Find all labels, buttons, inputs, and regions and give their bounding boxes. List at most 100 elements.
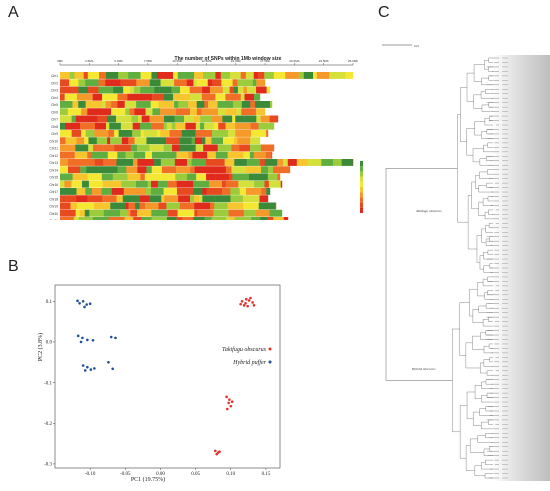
snp-density-cell: [137, 166, 146, 173]
snp-density-cell: [78, 79, 85, 86]
snp-density-cell: [104, 210, 120, 217]
snp-density-cell: [117, 195, 123, 202]
snp-density-cell: [126, 152, 134, 159]
snp-density-cell: [235, 123, 251, 130]
snp-density-cell: [132, 116, 139, 123]
snp-density-cell: [277, 174, 280, 181]
snp-density-cell: [116, 116, 132, 123]
snp-density-cell: [202, 188, 207, 195]
y-tick-label: -0.1: [44, 381, 52, 386]
snp-density-cell: [246, 72, 254, 79]
snp-density-cell: [233, 203, 244, 210]
chromosome-label: Chr12: [49, 154, 58, 158]
heatmap-tick-label: 20.0Mb: [289, 59, 299, 63]
snp-density-cell: [140, 123, 152, 130]
snp-density-cell: [204, 101, 208, 108]
snp-density-cell: [177, 217, 183, 220]
snp-density-cell: [60, 166, 68, 173]
snp-density-cell: [202, 137, 205, 144]
pca-point: [214, 450, 217, 453]
pca-point: [86, 366, 89, 369]
snp-density-cell: [143, 188, 147, 195]
snp-density-cell: [212, 130, 228, 137]
snp-density-cell: [170, 130, 173, 137]
snp-density-cell: [225, 159, 235, 166]
snp-density-cell: [123, 195, 140, 202]
snp-density-cell: [106, 123, 109, 130]
snp-density-cell: [230, 72, 241, 79]
snp-density-cell: [237, 108, 242, 115]
heatmap-tick-label: 5.0Mb: [114, 59, 123, 63]
snp-density-cell: [187, 174, 196, 181]
snp-density-cell: [234, 87, 238, 94]
snp-density-cell: [160, 152, 173, 159]
chromosome-label: Chr11: [50, 147, 59, 151]
snp-density-cell: [222, 116, 232, 123]
snp-density-cell: [152, 166, 162, 173]
snp-density-cell: [87, 152, 91, 159]
snp-density-cell: [175, 116, 185, 123]
snp-density-cell: [196, 130, 213, 137]
snp-density-cell: [161, 137, 166, 144]
heatmap-tick-label: 17.5Mb: [260, 59, 270, 63]
snp-density-cell: [205, 217, 212, 220]
snp-density-cell: [226, 181, 239, 188]
snp-density-cell: [284, 217, 288, 220]
snp-density-cell: [164, 94, 173, 101]
snp-density-cell: [243, 195, 260, 202]
snp-density-cell: [72, 101, 78, 108]
snp-density-cell: [130, 108, 135, 115]
snp-density-cell: [261, 166, 268, 173]
snp-density-cell: [145, 203, 159, 210]
snp-density-cell: [164, 145, 173, 152]
snp-density-cell: [133, 123, 140, 130]
snp-density-cell: [105, 79, 120, 86]
snp-density-cell: [235, 130, 251, 137]
snp-density-cell: [203, 72, 216, 79]
snp-density-cell: [133, 217, 141, 220]
snp-density-cell: [274, 72, 286, 79]
pca-point: [76, 300, 79, 303]
snp-density-cell: [260, 159, 265, 166]
snp-density-cell: [86, 130, 95, 137]
snp-density-cell: [245, 94, 255, 101]
pca-point: [246, 305, 249, 308]
snp-density-cell: [223, 87, 230, 94]
snp-density-cell: [241, 94, 245, 101]
snp-density-cell: [285, 166, 290, 173]
snp-density-cell: [207, 188, 222, 195]
legend-label: Hybrid puffer: [232, 359, 266, 366]
snp-density-cell: [109, 123, 121, 130]
snp-density-cell: [60, 210, 76, 217]
snp-density-cell: [241, 108, 256, 115]
snp-density-cell: [232, 116, 235, 123]
snp-density-cell: [93, 94, 103, 101]
snp-density-cell: [76, 137, 84, 144]
snp-density-cell: [84, 87, 88, 94]
snp-density-cell: [148, 181, 152, 188]
snp-density-cell: [173, 94, 190, 101]
snp-density-cell: [151, 210, 168, 217]
snp-density-cell: [60, 123, 66, 130]
snp-density-cell: [275, 181, 281, 188]
snp-density-cell: [211, 116, 222, 123]
snp-density-cell: [136, 79, 150, 86]
chromosome-label: Chr1: [51, 74, 58, 78]
snp-density-cell: [118, 72, 128, 79]
snp-density-cell: [173, 130, 182, 137]
legend-label: Takifugu obscurus: [222, 346, 267, 353]
snp-density-cell: [285, 72, 299, 79]
snp-density-cell: [270, 101, 272, 108]
snp-density-cell: [270, 116, 279, 123]
snp-density-cell: [235, 217, 252, 220]
snp-density-cell: [225, 94, 241, 101]
snp-density-cell: [111, 108, 125, 115]
snp-density-cell: [273, 217, 284, 220]
x-axis-label: PC1 (19.75%): [131, 476, 165, 483]
snp-density-cell: [77, 203, 94, 210]
snp-density-cell: [259, 123, 269, 130]
snp-density-cell: [150, 116, 165, 123]
snp-density-cell: [88, 174, 102, 181]
snp-density-cell: [103, 159, 116, 166]
